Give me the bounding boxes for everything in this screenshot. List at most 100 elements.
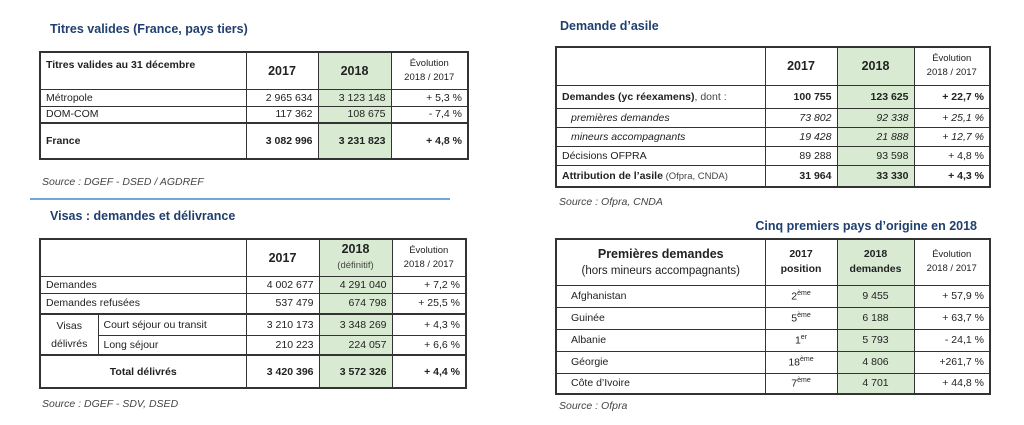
value-2017: 3 082 996: [245, 122, 319, 160]
row-label-main: Demandes (yc réexamens): [562, 90, 695, 103]
row-label-suffix: (Ofpra, CNDA): [662, 170, 728, 182]
value-2018: 224 057: [318, 334, 393, 356]
value-2018: 108 675: [317, 105, 392, 124]
evo-line2: 2018 / 2017: [926, 263, 977, 275]
value-evolution: + 7,2 %: [391, 275, 467, 294]
evo-line2: 2018 / 2017: [403, 258, 454, 270]
row-label: Décisions OFPRA: [555, 145, 766, 166]
header-2017-a: 2017: [789, 248, 813, 261]
row-label: Demandes refusées: [39, 292, 247, 315]
row-label: DOM-COM: [39, 105, 247, 124]
position-2017: 1er: [764, 328, 838, 352]
value-evolution: + 4,3 %: [391, 313, 467, 336]
table-row: Géorgie 18ème 4 806 +261,7 %: [555, 350, 991, 374]
header-2017: 2017: [245, 51, 319, 90]
evo-line1: Évolution: [932, 53, 972, 65]
value-evolution: + 4,8 %: [390, 122, 469, 160]
value-evolution: + 25,1 %: [913, 107, 991, 128]
position-suffix: ème: [797, 289, 811, 297]
row-label-main: Attribution de l’asile: [562, 169, 663, 182]
evo-line1: Évolution: [409, 244, 449, 256]
row-label: mineurs accompagnants: [555, 126, 766, 147]
position-2017: 5ème: [764, 306, 838, 330]
header-2018-a: 2018: [863, 248, 888, 261]
header-2017-b: position: [780, 263, 822, 276]
asile-table: 2017 2018 Évolution 2018 / 2017 Demandes …: [555, 46, 991, 188]
value-evolution: + 5,3 %: [390, 88, 469, 107]
value-evolution: + 4,3 %: [913, 164, 991, 188]
row-label: Côte d’Ivoire: [555, 372, 766, 395]
table-row: Afghanistan 2ème 9 455 + 57,9 %: [555, 284, 991, 308]
table-row: Long séjour 210 223 224 057 + 6,6 %: [40, 334, 467, 356]
header-label-2: (hors mineurs accompagnants): [581, 264, 740, 277]
position-2017: 18ème: [764, 350, 838, 374]
divider: [30, 198, 450, 200]
value-2018: 3 572 326: [318, 354, 393, 389]
table-row: DOM-COM 117 362 108 675 - 7,4 %: [39, 105, 469, 124]
value-2018: 4 806: [836, 350, 915, 374]
header-2018: 2018 (définitif): [318, 238, 393, 277]
value-2018: 123 625: [836, 84, 915, 109]
value-2017: 537 479: [245, 292, 320, 315]
evo-line2: 2018 / 2017: [404, 71, 455, 83]
value-2017: 89 288: [764, 145, 838, 166]
header-2018-note: (définitif): [337, 260, 374, 272]
position-number: 2: [791, 290, 798, 303]
table-row: Côte d’Ivoire 7ème 4 701 + 44,8 %: [555, 372, 991, 395]
position-suffix: ème: [797, 311, 811, 319]
table-row: premières demandes 73 802 92 338 + 25,1 …: [555, 107, 991, 128]
evo-line2: 2018 / 2017: [926, 67, 977, 79]
position-number: 5: [791, 312, 798, 325]
header-2017: 2017: [245, 238, 320, 277]
value-evolution: + 44,8 %: [913, 372, 991, 395]
value-2017: 31 964: [764, 164, 838, 188]
titres-source: Source : DGEF - DSED / AGDREF: [42, 176, 204, 188]
table-row: Attribution de l’asile (Ofpra, CNDA) 31 …: [555, 164, 991, 188]
value-evolution: + 57,9 %: [913, 284, 991, 308]
table-row: Demandes (yc réexamens), dont : 100 755 …: [555, 84, 991, 109]
header-2018: 2018: [836, 46, 915, 86]
value-2018: 4 291 040: [318, 275, 393, 294]
value-evolution: - 7,4 %: [390, 105, 469, 124]
position-suffix: er: [800, 333, 808, 341]
table-row: Demandes 4 002 677 4 291 040 + 7,2 %: [39, 275, 467, 294]
table-row-total: Total délivrés 3 420 396 3 572 326 + 4,4…: [39, 354, 467, 389]
row-label: Géorgie: [555, 350, 766, 374]
value-2018: 33 330: [836, 164, 915, 188]
header-label: Titres valides au 31 décembre: [39, 51, 247, 90]
value-2018: 4 701: [836, 372, 915, 395]
row-label: Albanie: [555, 328, 766, 352]
value-2018: 93 598: [836, 145, 915, 166]
evo-line1: Évolution: [409, 57, 449, 69]
header-label-1: Premières demandes: [597, 246, 724, 261]
value-2017: 3 420 396: [245, 354, 320, 389]
value-2017: 3 210 173: [245, 313, 320, 336]
row-label: Demandes: [39, 275, 247, 294]
header-empty: [39, 238, 247, 277]
group-label-1: Visas: [56, 319, 83, 332]
table-row-total: France 3 082 996 3 231 823 + 4,8 %: [39, 122, 469, 160]
asile-title: Demande d’asile: [560, 19, 659, 33]
header-2018-year: 2018: [341, 242, 370, 257]
value-2018: 3 348 269: [318, 313, 393, 336]
position-2017: 2ème: [764, 284, 838, 308]
header-2018: 2018: [317, 51, 392, 90]
value-evolution: + 4,4 %: [391, 354, 467, 389]
row-label: France: [39, 122, 247, 160]
value-2017: 2 965 634: [245, 88, 319, 107]
asile-source: Source : Ofpra, CNDA: [559, 196, 663, 208]
value-2018: 92 338: [836, 107, 915, 128]
visas-table: 2017 2018 (définitif) Évolution 2018 / 201…: [39, 238, 467, 389]
pays-table: Premières demandes (hors mineurs accompag…: [555, 238, 991, 395]
value-2017: 210 223: [245, 334, 320, 356]
row-label: Demandes (yc réexamens), dont :: [555, 84, 766, 109]
row-label: Long séjour: [97, 334, 247, 356]
value-2018: 6 188: [836, 306, 915, 330]
value-evolution: + 4,8 %: [913, 145, 991, 166]
evo-line1: Évolution: [932, 249, 972, 261]
visas-source: Source : DGEF - SDV, DSED: [42, 398, 179, 410]
header-2017: 2017 position: [764, 238, 838, 286]
value-2018: 674 798: [318, 292, 393, 315]
row-label-suffix: , dont :: [694, 90, 727, 103]
table-row: Guinée 5ème 6 188 + 63,7 %: [555, 306, 991, 330]
